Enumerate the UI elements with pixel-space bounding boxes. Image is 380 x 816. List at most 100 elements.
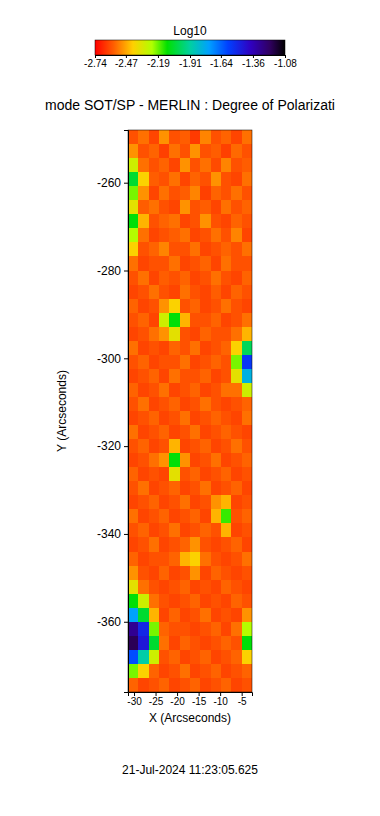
heatmap-cell [180, 467, 191, 481]
heatmap-cell [221, 594, 232, 608]
y-tick: -340 [97, 527, 128, 541]
heatmap-cell [159, 481, 170, 495]
heatmap-cell [128, 509, 139, 523]
heatmap-cell [138, 467, 149, 481]
heatmap-cell [138, 144, 149, 158]
heatmap-cell [211, 523, 222, 537]
heatmap-cell [149, 509, 160, 523]
heatmap-cell [231, 172, 242, 186]
heatmap-cell [242, 495, 252, 509]
heatmap-cell [211, 580, 222, 594]
heatmap-cell [231, 355, 242, 369]
heatmap-cell [211, 650, 222, 664]
heatmap-cell [242, 664, 252, 678]
heatmap-cell [169, 537, 180, 551]
heatmap-cell [200, 313, 211, 327]
y-tick-label: -320 [97, 439, 121, 453]
heatmap-cell [138, 439, 149, 453]
heatmap-cell [211, 200, 222, 214]
heatmap-cell [180, 425, 191, 439]
heatmap-cell [180, 144, 191, 158]
heatmap-cell [211, 537, 222, 551]
heatmap-cell [128, 678, 139, 692]
heatmap-cell [242, 397, 252, 411]
heatmap-cell [231, 636, 242, 650]
heatmap-cell [221, 509, 232, 523]
colorbar-tick: -1.08 [274, 55, 297, 69]
heatmap-cell [180, 256, 191, 270]
heatmap-cell [128, 608, 139, 622]
heatmap-cell [200, 509, 211, 523]
heatmap-cell [128, 537, 139, 551]
heatmap-cell [128, 622, 139, 636]
y-tick-label: -360 [97, 615, 121, 629]
heatmap-cell [169, 313, 180, 327]
heatmap-cell [200, 467, 211, 481]
heatmap-cell [169, 594, 180, 608]
heatmap-cell [149, 313, 160, 327]
heatmap-cell [211, 664, 222, 678]
heatmap-cell [190, 467, 201, 481]
x-tick: -15 [192, 692, 207, 707]
title: mode SOT/SP - MERLIN : Degree of Polariz… [45, 97, 335, 113]
heatmap-cell [159, 341, 170, 355]
heatmap-cell [242, 552, 252, 566]
heatmap-cell [180, 678, 191, 692]
heatmap-cell [211, 313, 222, 327]
heatmap-cell [149, 130, 160, 144]
colorbar-tick-label: -1.91 [179, 58, 202, 69]
heatmap-cell [159, 495, 170, 509]
heatmap-cell [138, 650, 149, 664]
heatmap-cell [138, 608, 149, 622]
y-tick: -320 [97, 439, 128, 453]
heatmap-cell [190, 622, 201, 636]
heatmap-cell [180, 285, 191, 299]
heatmap-cell [190, 172, 201, 186]
colorbar-tick: -2.47 [115, 55, 138, 69]
heatmap-cell [159, 327, 170, 341]
heatmap-cell [211, 467, 222, 481]
heatmap-cell [221, 425, 232, 439]
heatmap-cell [128, 439, 139, 453]
heatmap-cell [138, 622, 149, 636]
heatmap-cell [180, 439, 191, 453]
heatmap-cell [138, 523, 149, 537]
heatmap-cell [211, 411, 222, 425]
heatmap-cell [242, 622, 252, 636]
heatmap-cell [169, 552, 180, 566]
heatmap-cell [180, 636, 191, 650]
heatmap-cell [169, 453, 180, 467]
colorbar-tick-label: -2.74 [84, 58, 107, 69]
heatmap-cell [242, 256, 252, 270]
heatmap-cell [221, 327, 232, 341]
heatmap-cell [200, 130, 211, 144]
y-tick: -360 [97, 615, 128, 629]
heatmap-cell [138, 566, 149, 580]
heatmap-cell [180, 495, 191, 509]
heatmap-cell [159, 664, 170, 678]
heatmap-cell [138, 327, 149, 341]
heatmap-cell [200, 172, 211, 186]
heatmap-cell [231, 594, 242, 608]
heatmap-cell [242, 327, 252, 341]
heatmap-cell [149, 299, 160, 313]
heatmap-cell [149, 383, 160, 397]
heatmap-cell [221, 523, 232, 537]
heatmap-cell [180, 158, 191, 172]
heatmap-cell [231, 678, 242, 692]
heatmap-cell [159, 678, 170, 692]
heatmap-cell [211, 608, 222, 622]
heatmap-cell [200, 355, 211, 369]
heatmap-cell [221, 495, 232, 509]
heatmap-cell [190, 453, 201, 467]
heatmap-cell [211, 397, 222, 411]
heatmap-cell [231, 327, 242, 341]
heatmap-cell [231, 242, 242, 256]
heatmap-cell [231, 200, 242, 214]
heatmap-cell [221, 313, 232, 327]
heatmap-cell [190, 144, 201, 158]
heatmap-cell [159, 383, 170, 397]
heatmap-cell [138, 214, 149, 228]
heatmap-cell [242, 130, 252, 144]
x-tick-label: -25 [149, 696, 164, 707]
